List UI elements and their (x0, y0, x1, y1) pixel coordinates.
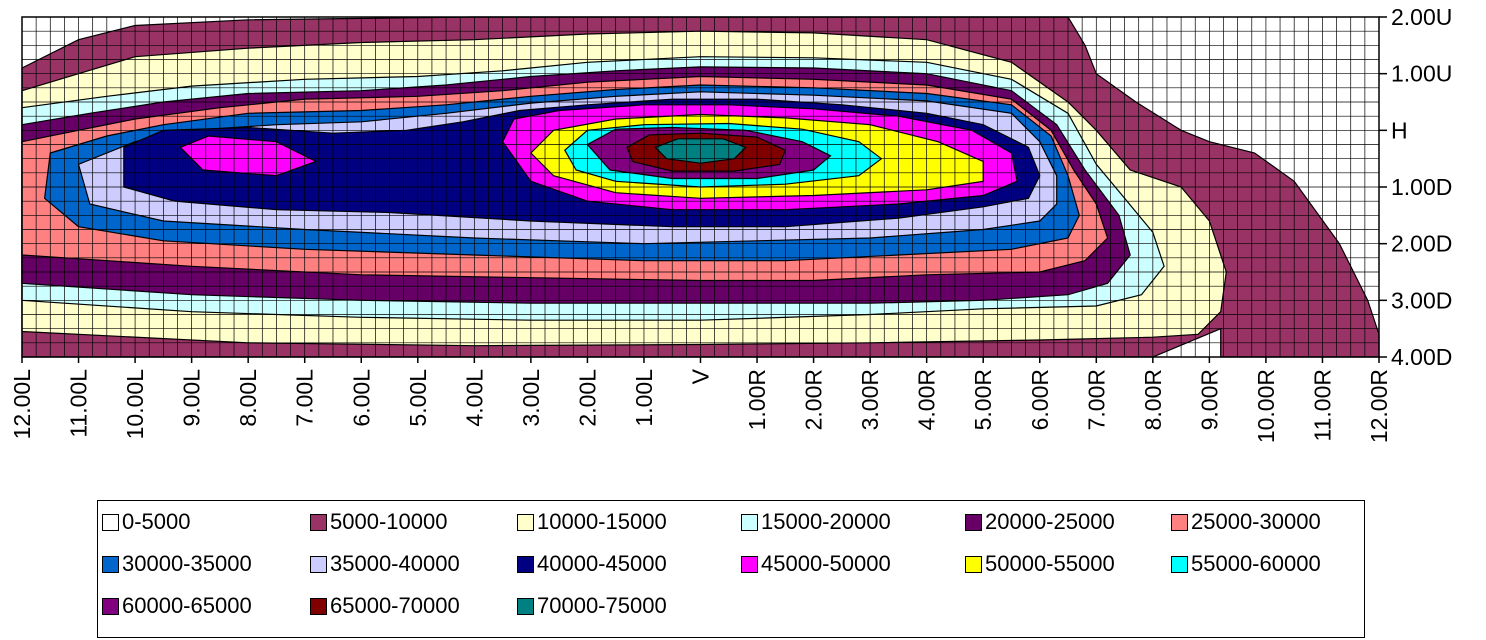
x-tick-label: 11.00L (66, 369, 92, 438)
y-axis-ticks: 2.00U 1.00U H 1.00D 2.00D 3.00D 4.00D (1379, 4, 1452, 370)
legend-swatch (965, 555, 982, 573)
y-tick-label: 1.00D (1391, 174, 1452, 200)
legend-swatch (310, 513, 327, 531)
legend-swatch (102, 513, 119, 531)
legend-item: 30000-35000 (102, 549, 252, 579)
x-tick-label: 6.00L (348, 369, 374, 427)
x-tick-label: 10.00L (122, 369, 148, 440)
legend-swatch (310, 555, 327, 573)
contour-chart: 2.00U 1.00U H 1.00D 2.00D 3.00D 4.00D 12.00L 11… (9, 4, 1452, 443)
legend-label: 40000-45000 (537, 551, 667, 576)
legend-label: 45000-50000 (761, 551, 891, 576)
x-tick-label: V (688, 368, 714, 384)
x-tick-label: 4.00R (914, 369, 940, 430)
x-tick-label: 4.00L (461, 369, 487, 427)
legend-swatch (517, 555, 534, 573)
legend-item: 35000-40000 (310, 549, 460, 579)
x-tick-label: 3.00L (518, 369, 544, 427)
legend-label: 0-5000 (122, 509, 191, 534)
legend-item: 70000-75000 (517, 591, 667, 621)
legend-swatch (1171, 513, 1188, 531)
legend-item: 20000-25000 (965, 507, 1115, 537)
x-tick-label: 12.00L (9, 369, 35, 440)
x-tick-label: 6.00R (1027, 369, 1053, 430)
legend-label: 50000-55000 (985, 551, 1115, 576)
legend: 0-5000 5000-10000 10000-15000 15000-20000 20… (97, 500, 1365, 638)
x-tick-label: 5.00L (405, 369, 431, 427)
legend-swatch (741, 555, 758, 573)
x-tick-label: 3.00R (857, 369, 883, 430)
legend-label: 10000-15000 (537, 509, 667, 534)
gridlines (21, 16, 1380, 358)
legend-item: 5000-10000 (310, 507, 447, 537)
legend-item: 55000-60000 (1171, 549, 1321, 579)
legend-label: 70000-75000 (537, 593, 667, 618)
legend-swatch (965, 513, 982, 531)
legend-swatch (741, 513, 758, 531)
legend-item: 50000-55000 (965, 549, 1115, 579)
legend-label: 5000-10000 (330, 509, 448, 534)
x-tick-label: 1.00R (744, 369, 770, 430)
y-tick-label: 2.00D (1391, 231, 1452, 257)
x-tick-label: 8.00L (235, 369, 261, 427)
x-tick-label: 9.00R (1196, 369, 1222, 430)
legend-item: 25000-30000 (1171, 507, 1321, 537)
x-tick-label: 5.00R (970, 369, 996, 430)
legend-item: 45000-50000 (741, 549, 891, 579)
y-tick-label: 4.00D (1391, 344, 1452, 370)
legend-label: 25000-30000 (1191, 509, 1321, 534)
x-tick-label: 7.00L (292, 369, 318, 427)
legend-label: 30000-35000 (122, 551, 252, 576)
legend-swatch (102, 597, 119, 615)
legend-label: 55000-60000 (1191, 551, 1321, 576)
legend-swatch (1171, 555, 1188, 573)
legend-item: 40000-45000 (517, 549, 667, 579)
legend-item: 60000-65000 (102, 591, 252, 621)
legend-label: 65000-70000 (330, 593, 460, 618)
x-tick-label: 1.00L (631, 369, 657, 427)
legend-swatch (517, 597, 534, 615)
legend-item: 0-5000 (102, 507, 191, 537)
x-axis-ticks: 12.00L 11.00L 10.00L 9.00L 8.00L 7.00L 6.00L 5.… (9, 357, 1392, 443)
legend-label: 35000-40000 (330, 551, 460, 576)
x-tick-label: 9.00L (179, 369, 205, 427)
y-tick-label: H (1391, 117, 1408, 143)
legend-item: 10000-15000 (517, 507, 667, 537)
legend-label: 15000-20000 (761, 509, 891, 534)
legend-item: 15000-20000 (741, 507, 891, 537)
y-tick-label: 3.00D (1391, 287, 1452, 313)
x-tick-label: 2.00R (801, 369, 827, 430)
x-tick-label: 11.00R (1309, 369, 1335, 441)
x-tick-label: 2.00L (574, 369, 600, 427)
x-tick-label: 7.00R (1083, 369, 1109, 430)
x-tick-label: 12.00R (1366, 369, 1392, 443)
legend-swatch (310, 597, 327, 615)
y-tick-label: 1.00U (1391, 61, 1452, 87)
legend-item: 65000-70000 (310, 591, 460, 621)
y-tick-label: 2.00U (1391, 4, 1452, 30)
x-tick-label: 10.00R (1253, 369, 1279, 443)
legend-swatch (102, 555, 119, 573)
legend-label: 60000-65000 (122, 593, 252, 618)
legend-swatch (517, 513, 534, 531)
x-tick-label: 8.00R (1140, 369, 1166, 430)
legend-label: 20000-25000 (985, 509, 1115, 534)
